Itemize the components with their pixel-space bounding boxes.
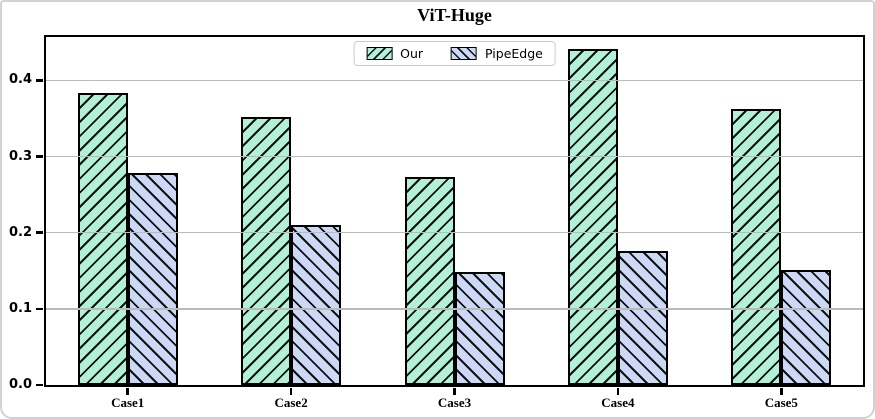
y-axis-tick — [36, 155, 43, 158]
x-axis-tick — [453, 388, 456, 395]
x-tick-label-case4: Case4 — [601, 395, 635, 410]
y-tick-label: 0.2 — [8, 224, 32, 240]
legend-item-our: Our — [366, 46, 423, 61]
x-tick-label-case3: Case3 — [437, 395, 472, 410]
y-axis-tick — [36, 383, 43, 387]
legend-label-pipeedge: PipeEdge — [485, 46, 543, 61]
bar-our-case1 — [77, 93, 128, 385]
y-tick-label: 0.4 — [8, 72, 32, 88]
legend-swatch-our-icon — [366, 47, 393, 60]
gridline-y-0.2 — [46, 232, 863, 234]
legend-item-pipeedge: PipeEdge — [451, 46, 543, 61]
bar-our-case4 — [567, 49, 618, 385]
legend: Our PipeEdge — [353, 41, 556, 66]
bar-pipeedge-case3 — [454, 272, 505, 385]
x-tick-label-case5: Case5 — [764, 395, 798, 410]
y-axis-tick — [36, 231, 43, 234]
gridline-y-0.1 — [46, 308, 863, 310]
x-axis-tick — [126, 388, 129, 395]
x-tick-label-case2: Case2 — [274, 395, 308, 410]
plot-area: Our PipeEdge 0.0 0.1 0.2 0.3 0.4 Case1 Case2 Ca… — [9, 35, 865, 410]
x-axis-tick — [616, 388, 620, 395]
bar-pipeedge-case2 — [291, 225, 342, 385]
y-tick-label: 0.1 — [8, 300, 32, 316]
bar-our-case3 — [404, 177, 455, 385]
bar-our-case5 — [731, 108, 782, 385]
y-tick-label: 0.0 — [8, 377, 32, 392]
chart-title: ViT-Huge — [417, 5, 492, 25]
bar-pipeedge-case1 — [127, 173, 178, 385]
legend-swatch-pipeedge-icon — [451, 47, 478, 60]
bar-our-case2 — [241, 116, 292, 385]
y-tick-label: 0.3 — [8, 148, 32, 164]
gridline-y-0.4 — [46, 79, 863, 82]
bar-pipeedge-case4 — [617, 250, 668, 385]
y-axis-tick — [36, 307, 43, 311]
bar-pipeedge-case5 — [781, 270, 832, 385]
x-tick-label-case1: Case1 — [111, 395, 145, 410]
gridline-y-0.3 — [46, 155, 863, 158]
y-axis-tick — [36, 79, 43, 82]
legend-label-our: Our — [400, 46, 424, 61]
x-axis-tick — [289, 388, 293, 395]
x-axis-tick — [780, 388, 783, 395]
